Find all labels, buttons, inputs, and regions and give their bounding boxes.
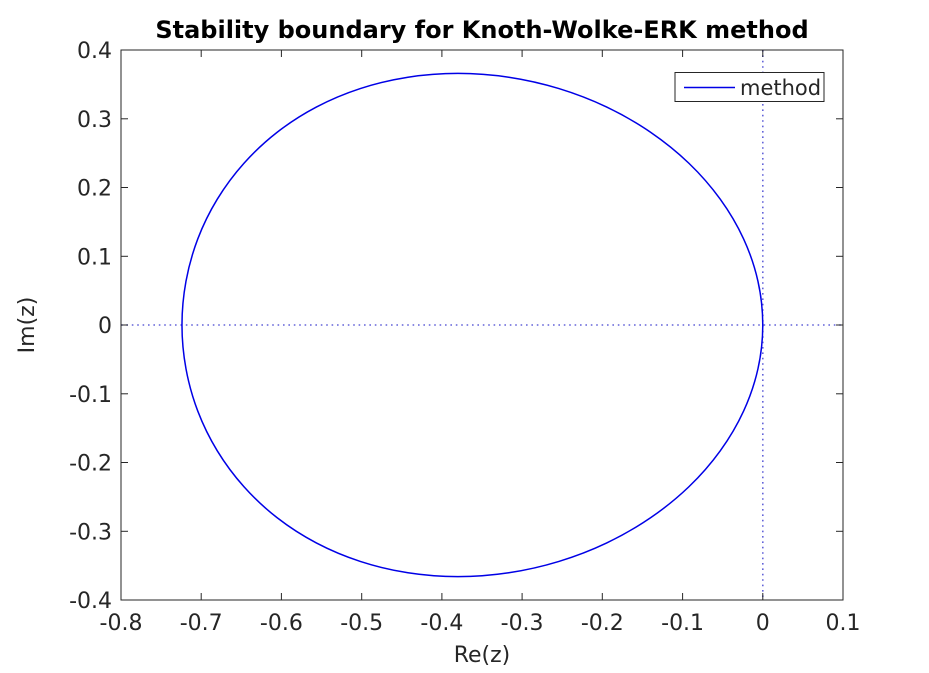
stability-boundary-curve bbox=[181, 72, 764, 578]
x-tick-label: -0.1 bbox=[661, 611, 704, 636]
y-tick-label: 0.2 bbox=[77, 177, 112, 202]
y-tick-label: -0.1 bbox=[69, 383, 112, 408]
tick-marks bbox=[120, 49, 844, 601]
chart-title: Stability boundary for Knoth-Wolke-ERK m… bbox=[155, 16, 808, 44]
y-tick-label: -0.4 bbox=[69, 589, 112, 614]
tick-labels: -0.8 -0.7 -0.6 -0.5 -0.4 -0.3 -0.2 -0.1 0 0.1 0.4 0… bbox=[69, 39, 860, 636]
x-tick-label: -0.4 bbox=[420, 611, 463, 636]
legend-entry-label: method bbox=[740, 76, 821, 100]
y-tick-label: 0 bbox=[98, 314, 112, 339]
x-tick-label: -0.3 bbox=[501, 611, 544, 636]
x-tick-label: -0.7 bbox=[180, 611, 223, 636]
x-tick-label: 0 bbox=[756, 611, 770, 636]
y-tick-label: -0.2 bbox=[69, 452, 112, 477]
reference-lines bbox=[121, 50, 843, 600]
x-tick-label: -0.5 bbox=[340, 611, 383, 636]
x-axis-label: Re(z) bbox=[454, 643, 511, 668]
x-tick-label: -0.2 bbox=[581, 611, 624, 636]
legend: method bbox=[674, 72, 825, 102]
y-tick-label: 0.3 bbox=[77, 108, 112, 133]
y-tick-label: -0.3 bbox=[69, 520, 112, 545]
y-tick-label: 0.1 bbox=[77, 245, 112, 270]
x-tick-label: 0.1 bbox=[826, 611, 861, 636]
x-tick-label: -0.6 bbox=[260, 611, 303, 636]
y-tick-label: 0.4 bbox=[77, 39, 112, 64]
x-tick-label: -0.8 bbox=[100, 611, 143, 636]
y-axis-label: Im(z) bbox=[15, 297, 40, 354]
